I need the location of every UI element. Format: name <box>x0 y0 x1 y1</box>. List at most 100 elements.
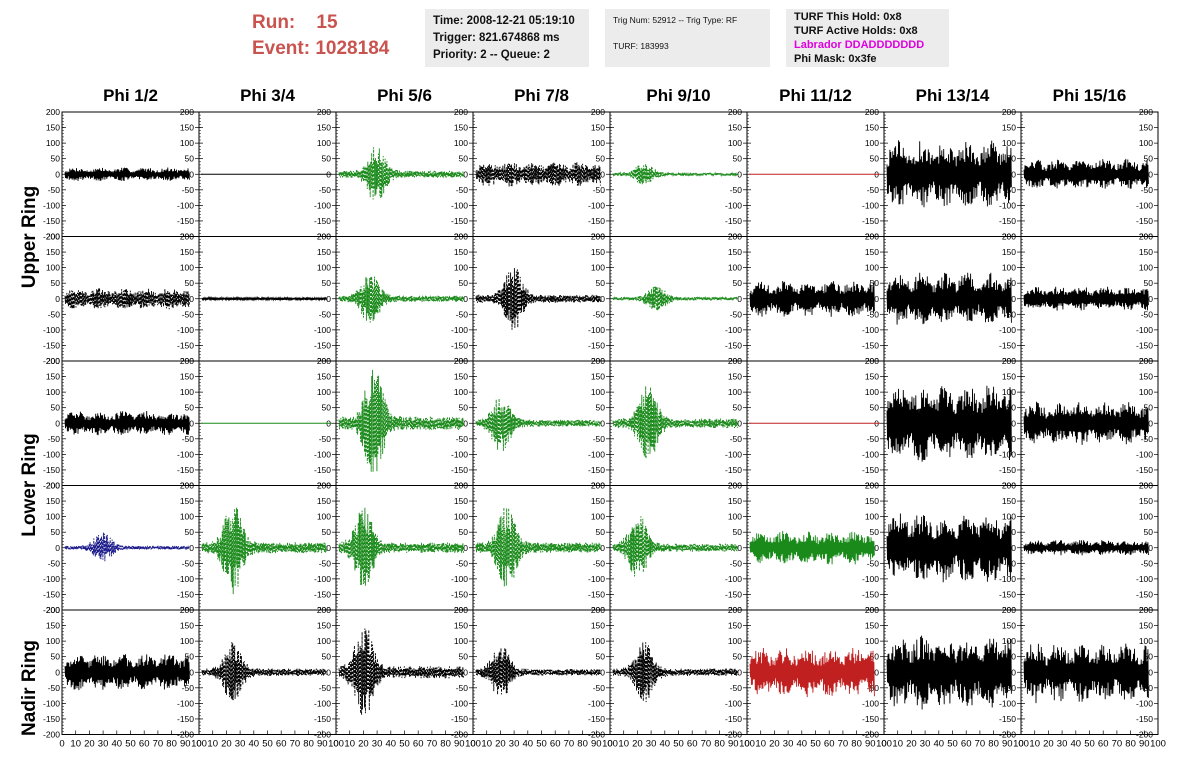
x-tick-label: 0 <box>607 739 612 750</box>
y-tick-label-right: 100 <box>180 512 194 522</box>
waveform-trace <box>1023 158 1149 189</box>
y-tick-label-right: -50 <box>730 309 743 319</box>
y-tick-label: 0 <box>55 294 60 304</box>
y-tick-label-right: 100 <box>180 138 194 148</box>
x-tick-label: 70 <box>838 739 849 750</box>
y-tick-label-right: 50 <box>322 652 332 662</box>
y-tick-label-right: 0 <box>463 543 468 553</box>
x-tick-label: 40 <box>660 739 671 750</box>
x-tick-label: 100 <box>1013 739 1029 750</box>
x-tick-label: 90 <box>454 739 465 750</box>
y-tick-label-right: -100 <box>999 574 1016 584</box>
y-tick-label-right: -150 <box>451 465 468 475</box>
y-tick-label-right: 200 <box>591 356 605 366</box>
x-tick-label: 40 <box>523 739 534 750</box>
y-tick-label-right: -100 <box>999 325 1016 335</box>
y-tick-label: -200 <box>43 481 60 491</box>
y-tick-label-right: 150 <box>1002 123 1016 133</box>
y-tick-label-right: -150 <box>1136 340 1153 350</box>
y-tick-label-right: -150 <box>588 589 605 599</box>
y-tick-label-right: 100 <box>728 636 742 646</box>
y-tick-label-right: -50 <box>1141 558 1154 568</box>
y-tick-label: -150 <box>43 340 60 350</box>
y-tick-label-right: 0 <box>189 169 194 179</box>
run-value: 15 <box>316 12 338 33</box>
y-tick-label-right: 50 <box>1144 527 1154 537</box>
panel-r3-c0: 200 200 150 150 100 100 50 50 0 0 -50 -50 -100 -100 -1… <box>43 481 200 615</box>
y-tick-label-right: -50 <box>730 434 743 444</box>
event-value: 1028184 <box>315 38 390 59</box>
y-tick-label-right: 200 <box>865 356 879 366</box>
y-tick-label-right: 150 <box>591 621 605 631</box>
y-tick-label-right: 0 <box>874 294 879 304</box>
y-tick-label-right: -150 <box>999 589 1016 599</box>
y-tick-label: 150 <box>46 496 60 506</box>
x-tick-label: 50 <box>1084 739 1095 750</box>
y-tick-label-right: 0 <box>1011 169 1016 179</box>
column-title-6: Phi 13/14 <box>915 86 990 105</box>
y-tick-label-right: 150 <box>317 496 331 506</box>
x-tick-label: 30 <box>920 739 931 750</box>
waveform-trace <box>64 288 190 310</box>
x-tick-label: 90 <box>1002 739 1013 750</box>
y-tick-label-right: -50 <box>456 185 469 195</box>
column-title-1: Phi 3/4 <box>240 86 295 105</box>
waveform-trace <box>1023 286 1149 311</box>
event-line: Event: 1028184 <box>252 36 389 62</box>
y-tick-label-right: 50 <box>185 652 195 662</box>
y-tick-label-right: -150 <box>451 714 468 724</box>
y-tick-label-right: -100 <box>314 698 331 708</box>
y-tick-label-right: -150 <box>588 340 605 350</box>
y-tick-label-right: 50 <box>459 278 469 288</box>
y-tick-label-right: -100 <box>177 574 194 584</box>
x-tick-label: 50 <box>536 739 547 750</box>
x-tick-label: 50 <box>947 739 958 750</box>
waveform-trace <box>1023 540 1149 556</box>
y-tick-label-right: -150 <box>314 465 331 475</box>
y-tick-label-right: -150 <box>177 465 194 475</box>
y-tick-label-right: -100 <box>1136 449 1153 459</box>
y-tick-label-right: 0 <box>189 418 194 428</box>
x-tick-label: 70 <box>290 739 301 750</box>
y-tick-label-right: -150 <box>725 714 742 724</box>
waveform-trace <box>1023 401 1149 445</box>
y-tick-label-right: -150 <box>451 216 468 226</box>
y-tick-label-right: -50 <box>867 309 880 319</box>
x-tick-label: 20 <box>495 739 506 750</box>
waveform-trace <box>612 286 738 311</box>
y-tick-label-right: 200 <box>591 605 605 615</box>
x-tick-label: 20 <box>632 739 643 750</box>
x-tick-label: 80 <box>303 739 314 750</box>
y-tick-label: -150 <box>43 714 60 724</box>
run-event-header: Run: 15 Event: 1028184 <box>252 10 389 62</box>
x-tick-label: 10 <box>618 739 629 750</box>
y-tick-label: 150 <box>46 123 60 133</box>
y-tick-label-right: 150 <box>1139 496 1153 506</box>
y-tick-label-right: 100 <box>1002 636 1016 646</box>
x-tick-label: 30 <box>98 739 109 750</box>
y-tick-label-right: -150 <box>999 714 1016 724</box>
y-tick-label-right: 200 <box>454 232 468 242</box>
x-tick-label: 100 <box>465 739 481 750</box>
y-tick-label-right: 100 <box>1139 512 1153 522</box>
trigger-text: Trigger: 821.674868 ms <box>433 32 560 44</box>
x-tick-label: 60 <box>413 739 424 750</box>
y-tick-label-right: 150 <box>180 621 194 631</box>
waveform-trace <box>886 140 1012 208</box>
y-tick-label: 200 <box>46 107 60 117</box>
trig-info-panel: Trig Num: 52912 -- Trig Type: RF TURF: 1… <box>605 9 770 67</box>
x-tick-label: 100 <box>191 739 207 750</box>
